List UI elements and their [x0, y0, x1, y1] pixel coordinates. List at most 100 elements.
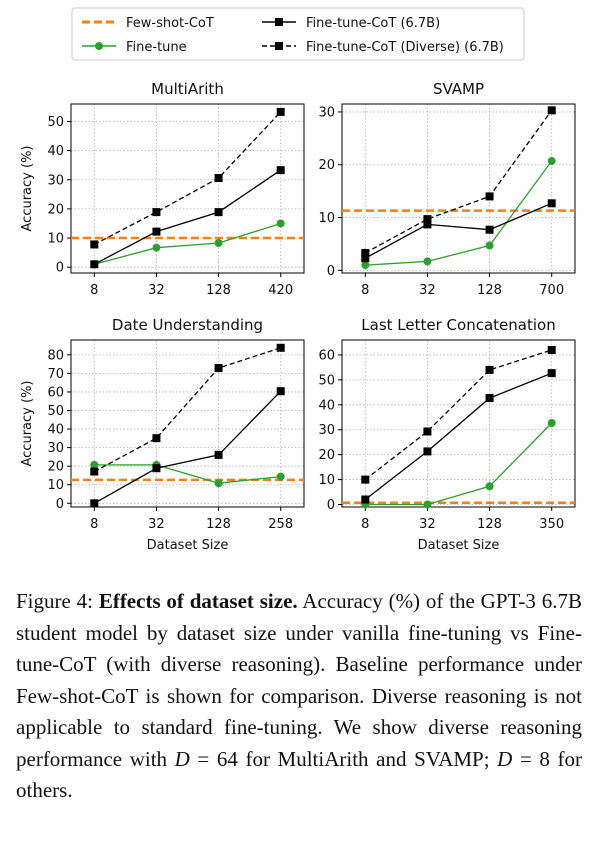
x-tick-label: 258 [268, 517, 293, 532]
y-tick-label: 50 [318, 373, 335, 388]
legend: Few-shot-CoT Fine-tune-CoT (6.7B) Fine-tun… [71, 7, 525, 61]
y-tick-label: 0 [327, 498, 335, 513]
panel-date-understanding: 0 10 20 30 40 50 60 70 80 8 32 128 258 Date Understan… [20, 316, 305, 553]
series-line-fine-tune [94, 222, 281, 265]
series-fine-tune-cot-6-7b [90, 166, 285, 269]
figure-4-chart-grid: Few-shot-CoT Fine-tune-CoT (6.7B) Fine-tun… [20, 7, 576, 553]
data-point-fine-tune [214, 238, 223, 247]
data-point-fine-tune-cot-diverse-6-7b [214, 174, 223, 183]
y-tick-label: 0 [327, 264, 335, 279]
x-tick-label: 128 [477, 283, 502, 298]
legend-label-fine-tune-cot-diverse-6-7b: Fine-tune-CoT (Diverse) (6.7B) [306, 40, 504, 55]
data-point-fine-tune-cot-6-7b [90, 260, 99, 269]
series-line-fine-tune [365, 160, 553, 266]
y-tick-label: 10 [318, 211, 335, 226]
y-tick-label: 40 [47, 144, 64, 159]
panel-last-letter-concatenation: 0 10 20 30 40 50 60 8 32 128 350 Last Letter Concat… [318, 316, 576, 553]
x-tick-label: 700 [539, 283, 564, 298]
data-point-fine-tune-cot-diverse-6-7b [90, 467, 99, 476]
legend-label-fine-tune-cot-6-7b: Fine-tune-CoT (6.7B) [306, 16, 440, 31]
x-tick-label: 420 [268, 283, 293, 298]
data-point-fine-tune [547, 157, 556, 166]
data-point-fine-tune-cot-6-7b [152, 227, 161, 236]
series-fine-tune [361, 419, 556, 509]
x-tick-label: 32 [419, 283, 436, 298]
y-tick-label: 30 [318, 423, 335, 438]
x-tick-label: 32 [148, 283, 165, 298]
data-point-fine-tune-cot-6-7b [547, 369, 556, 378]
panel-title: SVAMP [433, 80, 484, 98]
y-tick-label: 10 [47, 478, 64, 493]
caption-text-2: for MultiArith and SVAMP; [237, 746, 498, 771]
data-point-fine-tune-cot-diverse-6-7b [152, 434, 161, 443]
y-tick-label: 10 [47, 232, 64, 247]
data-point-fine-tune-cot-6-7b [90, 499, 99, 508]
data-point-fine-tune-cot-diverse-6-7b [423, 215, 432, 224]
data-point-fine-tune-cot-6-7b [276, 387, 285, 396]
data-point-fine-tune [485, 482, 494, 491]
panel-multiarith: 0 10 20 30 40 50 8 32 128 420 MultiArith Accuracy (… [20, 80, 305, 298]
data-point-fine-tune [361, 261, 370, 270]
x-tick-label: 128 [477, 517, 502, 532]
series-line-fine-tune-cot-diverse-6-7b [93, 347, 281, 473]
data-point-fine-tune-cot-6-7b [423, 220, 432, 229]
data-point-fine-tune-cot-diverse-6-7b [547, 345, 556, 354]
data-point-fine-tune-cot-diverse-6-7b [361, 475, 370, 484]
y-tick-label: 40 [47, 423, 64, 438]
panel-title: Last Letter Concatenation [361, 316, 555, 334]
caption-text-3: for others. [16, 746, 582, 803]
data-point-fine-tune-cot-diverse-6-7b [276, 107, 285, 116]
series-fine-tune [90, 460, 285, 488]
x-tick-label: 8 [90, 283, 98, 298]
y-tick-label: 50 [47, 404, 64, 419]
data-point-fine-tune-cot-6-7b [485, 225, 494, 234]
data-point-fine-tune [276, 219, 285, 228]
caption-prefix: Figure 4: [16, 589, 99, 613]
figure-caption: Figure 4: Effects of dataset size. Accur… [16, 586, 582, 807]
series-fine-tune-cot-diverse-6-7b [361, 106, 556, 257]
data-point-fine-tune [214, 479, 223, 488]
x-tick-label: 128 [206, 517, 231, 532]
y-tick-label: 10 [318, 473, 335, 488]
data-point-fine-tune-cot-diverse-6-7b [547, 106, 556, 115]
series-line-fine-tune-cot-diverse-6-7b [364, 349, 552, 481]
series-fine-tune [90, 219, 285, 269]
y-tick-label: 60 [318, 348, 335, 363]
series-line-fine-tune-cot-6-7b [364, 202, 552, 259]
y-tick-label: 0 [56, 497, 64, 512]
x-axis-label: Dataset Size [418, 538, 500, 553]
x-tick-label: 8 [361, 283, 369, 298]
x-tick-label: 8 [361, 517, 369, 532]
data-point-fine-tune-cot-6-7b [547, 199, 556, 208]
data-point-fine-tune-cot-6-7b [361, 254, 370, 263]
series-line-fine-tune-cot-diverse-6-7b [94, 111, 282, 245]
series-fine-tune-cot-diverse-6-7b [90, 107, 285, 249]
data-point-fine-tune-cot-6-7b [361, 495, 370, 504]
data-point-fine-tune [276, 472, 285, 481]
plot-frame [341, 339, 576, 508]
series-fine-tune-cot-diverse-6-7b [90, 343, 285, 476]
data-point-fine-tune-cot-6-7b [485, 394, 494, 403]
y-tick-label: 40 [318, 398, 335, 413]
y-tick-label: 20 [47, 460, 64, 475]
caption-text-1: Accuracy (%) of the GPT-3 6.7B student m… [16, 589, 582, 771]
plot-frame [341, 103, 576, 274]
panel-title: Date Understanding [112, 316, 263, 334]
data-point-fine-tune [423, 257, 432, 266]
y-tick-label: 0 [56, 261, 64, 276]
data-point-fine-tune [485, 241, 494, 250]
data-point-fine-tune-cot-diverse-6-7b [485, 192, 494, 201]
data-point-fine-tune-cot-diverse-6-7b [423, 427, 432, 436]
series-line-fine-tune [365, 422, 553, 506]
series-line-fine-tune-cot-6-7b [364, 372, 552, 501]
data-point-fine-tune-cot-6-7b [152, 464, 161, 473]
legend-label-few-shot-cot: Few-shot-CoT [126, 16, 214, 31]
series-fine-tune [361, 157, 556, 270]
caption-equation-1: = 64 [189, 746, 238, 771]
data-point-fine-tune-cot-6-7b [423, 447, 432, 456]
panel-title: MultiArith [151, 80, 224, 98]
series-line-fine-tune-cot-6-7b [93, 390, 282, 504]
x-tick-label: 128 [206, 283, 231, 298]
data-point-fine-tune-cot-6-7b [276, 166, 285, 175]
data-point-fine-tune-cot-diverse-6-7b [361, 248, 370, 257]
